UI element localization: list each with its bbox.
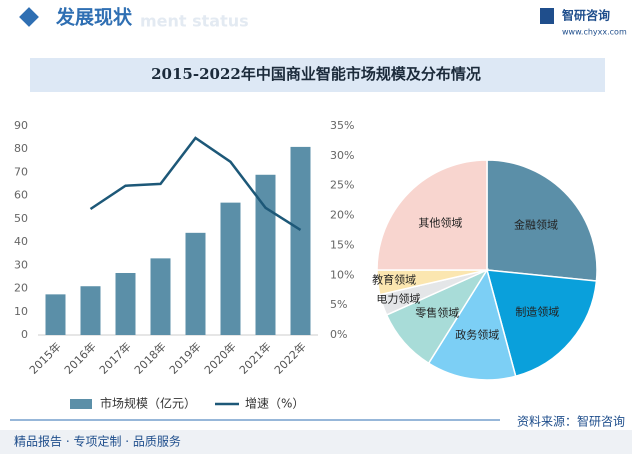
- slice-label: 制造领域: [515, 305, 559, 319]
- y2-tick-label: 35%: [330, 119, 354, 132]
- url: www.chyxx.com: [562, 28, 627, 37]
- slice-label: 教育领域: [372, 273, 416, 287]
- bar: [45, 294, 66, 335]
- pie-slice: [486, 159, 598, 282]
- bar: [115, 272, 136, 335]
- source: 资料来源：智研咨询: [517, 414, 625, 429]
- y-tick-label: 50: [14, 212, 28, 225]
- logo: 智研咨询: [561, 8, 610, 23]
- y2-tick-label: 5%: [330, 298, 347, 311]
- slice-label: 政务领域: [455, 327, 499, 341]
- y-tick-label: 60: [14, 189, 28, 202]
- y2-tick-label: 25%: [330, 179, 354, 192]
- y2-tick-label: 0%: [330, 328, 347, 341]
- bar: [255, 174, 276, 335]
- pie-slice: [376, 159, 488, 271]
- logo-icon: [540, 8, 554, 24]
- slice-label: 金融领域: [514, 218, 558, 232]
- footer-bar: [0, 430, 632, 454]
- y-tick-label: 20: [14, 282, 28, 295]
- bar: [220, 202, 241, 335]
- y2-tick-label: 10%: [330, 268, 354, 281]
- bar: [80, 286, 101, 335]
- header-title: 发展现状: [55, 6, 133, 29]
- y-tick-label: 80: [14, 142, 28, 155]
- y-tick-label: 70: [14, 165, 28, 178]
- header-subtitle: ment status: [140, 12, 249, 31]
- slice-label: 电力领域: [376, 293, 420, 306]
- slogan: 精品报告 · 专项定制 · 品质服务: [14, 434, 181, 449]
- bar: [185, 232, 206, 335]
- y-tick-label: 30: [14, 258, 28, 271]
- chart-title: 2015-2022年中国商业智能市场规模及分布情况: [151, 65, 481, 83]
- slice-label: 零售领域: [415, 305, 459, 319]
- y-tick-label: 0: [21, 328, 28, 341]
- y2-tick-label: 30%: [330, 149, 354, 162]
- pie-slice: [427, 268, 517, 381]
- y-tick-label: 10: [14, 305, 28, 318]
- y-tick-label: 40: [14, 235, 28, 248]
- line: [89, 136, 302, 231]
- title-bar: [30, 58, 605, 92]
- legend-label: 增速（%）: [245, 397, 304, 411]
- slice-label: 其他领域: [418, 216, 462, 229]
- pie-slice: [485, 269, 598, 378]
- legend-swatch: [70, 399, 92, 409]
- y2-tick-label: 20%: [330, 209, 354, 222]
- y-tick-label: 90: [14, 119, 28, 132]
- legend-label: 市场规模（亿元）: [100, 396, 196, 411]
- bar: [150, 258, 171, 335]
- bar: [290, 146, 311, 335]
- y2-tick-label: 15%: [330, 238, 354, 251]
